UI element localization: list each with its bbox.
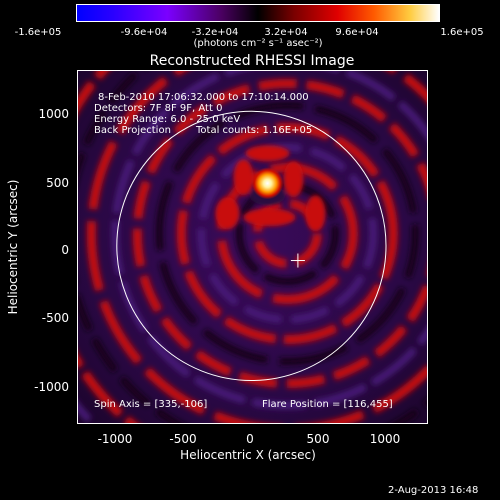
inner-lobe xyxy=(243,208,296,227)
method-text: Back Projection xyxy=(94,125,171,136)
spin-axis-text: Spin Axis = [335,-106] xyxy=(94,399,208,410)
flare-source xyxy=(251,167,284,200)
rhessi-map xyxy=(78,71,427,423)
energy-range-text: Energy Range: 6.0 - 25.0 keV xyxy=(94,114,241,125)
sidelobe-ring xyxy=(176,123,398,344)
colorbar-tick-label: 9.6e+04 xyxy=(335,27,379,38)
total-counts-text: Total counts: 1.16E+05 xyxy=(196,125,313,136)
colorbar-tick-label: -1.6e+05 xyxy=(14,27,62,38)
sidelobe-ring xyxy=(197,144,377,323)
sidelobe-ring xyxy=(111,71,427,409)
timestamp: 2-Aug-2013 16:48 xyxy=(388,485,479,496)
x-tick-label: -1000 xyxy=(97,432,133,446)
inner-lobe xyxy=(245,145,290,162)
colorbar xyxy=(76,4,440,22)
x-tick-label: 1000 xyxy=(369,432,401,446)
ring-pattern xyxy=(78,71,427,423)
y-tick-label: -1000 xyxy=(34,380,69,394)
y-tick-label: 500 xyxy=(46,176,69,190)
y-tick-label: -500 xyxy=(41,311,69,325)
image-plot: 8-Feb-2010 17:06:32.000 to 17:10:14.000 … xyxy=(77,70,428,424)
sidelobe-ring xyxy=(252,199,322,268)
y-tick-label: 0 xyxy=(61,243,69,257)
colorbar-tick-label: -3.2e+04 xyxy=(191,27,239,38)
y-tick-label: 1000 xyxy=(38,107,69,121)
sidelobe-ring xyxy=(132,79,427,388)
detectors-text: Detectors: 7F 8F 9F, Att 0 xyxy=(94,103,223,114)
x-tick-label: 0 xyxy=(246,432,254,446)
sidelobe-ring xyxy=(235,182,339,285)
inner-lobe xyxy=(305,195,326,232)
spin-axis-marker xyxy=(290,253,305,268)
plot-title: Reconstructed RHESSI Image xyxy=(149,53,355,69)
inner-lobe xyxy=(233,159,254,196)
sidelobe-ring xyxy=(86,71,427,423)
flare-position-text: Flare Position = [116,455] xyxy=(262,399,393,410)
x-tick-label: 500 xyxy=(306,432,330,446)
solar-limb xyxy=(116,110,387,381)
inner-lobe xyxy=(215,197,240,230)
colorbar-tick-label: 3.2e+04 xyxy=(264,27,308,38)
colorbar-units: (photons cm⁻² s⁻¹ asec⁻²) xyxy=(193,38,323,49)
x-axis-label: Heliocentric X (arcsec) xyxy=(180,448,316,462)
y-axis-label: Heliocentric Y (arcsec) xyxy=(6,179,20,315)
colorbar-tick-label: 1.6e+05 xyxy=(440,27,484,38)
sidelobe-ring xyxy=(155,102,419,365)
time-range-text: 8-Feb-2010 17:06:32.000 to 17:10:14.000 xyxy=(98,92,309,103)
inner-lobe xyxy=(283,161,304,198)
x-tick-label: -500 xyxy=(169,432,197,446)
colorbar-tick-label: -9.6e+04 xyxy=(120,27,168,38)
